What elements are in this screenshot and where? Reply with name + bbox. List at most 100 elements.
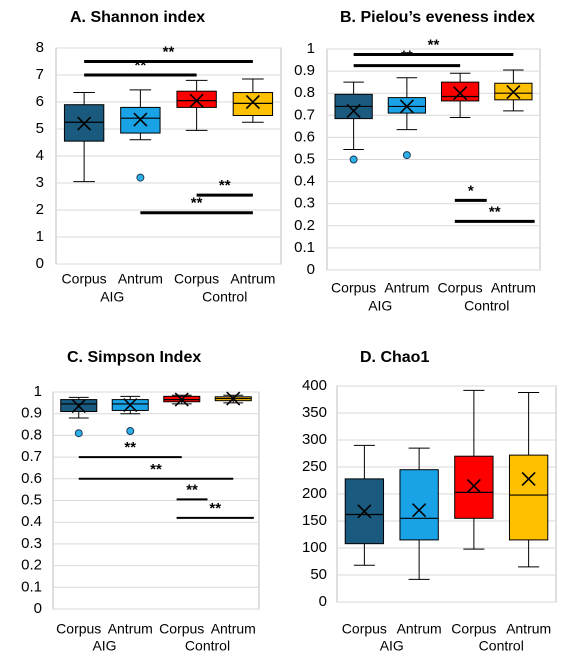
box-2 xyxy=(176,79,217,131)
y-tick-label: 0.7 xyxy=(294,106,315,123)
significance-bracket: ** xyxy=(176,481,208,501)
y-tick-label: 1 xyxy=(36,228,44,245)
box-0 xyxy=(63,92,105,183)
box-3 xyxy=(494,69,533,112)
x-group-label: AIG xyxy=(100,289,124,305)
y-tick-label: 0.4 xyxy=(294,173,315,190)
mean-marker xyxy=(123,397,138,413)
box-body xyxy=(399,469,439,541)
y-tick-label: 0.2 xyxy=(294,217,315,234)
y-tick-label: 0.9 xyxy=(294,62,315,79)
panel-title: D. Chao1 xyxy=(360,349,429,366)
significance-bracket: ** xyxy=(176,500,254,519)
x-group-label: AIG xyxy=(92,638,116,654)
mean-marker xyxy=(412,503,427,518)
y-tick-label: 2 xyxy=(36,201,44,218)
y-tick-label: 200 xyxy=(302,485,327,502)
significance-label: ** xyxy=(219,177,231,194)
significance-label: ** xyxy=(489,203,501,220)
box-3 xyxy=(214,391,252,406)
box-2 xyxy=(440,72,480,119)
x-group-label: Control xyxy=(202,289,247,305)
mean-marker xyxy=(346,103,361,118)
significance-bracket: ** xyxy=(353,36,514,57)
box-body xyxy=(454,455,494,519)
y-tick-label: 1 xyxy=(307,40,315,57)
y-tick-label: 0.8 xyxy=(21,426,42,443)
mean-marker xyxy=(226,391,241,406)
significance-bracket: ** xyxy=(196,177,253,197)
y-tick-label: 0.5 xyxy=(21,491,42,508)
box-0 xyxy=(60,396,98,438)
x-category-label: Corpus xyxy=(56,621,101,637)
x-category-label: Antrum xyxy=(211,621,256,637)
y-tick-label: 0 xyxy=(36,255,44,272)
chart-panel-a: 0 1 2 3 4 5 6 7 8 ** ** ** ** Corpus Antrum Corpus Antru… xyxy=(36,9,282,305)
y-tick-label: 0.7 xyxy=(21,448,42,465)
significance-label: ** xyxy=(186,481,198,498)
y-tick-label: 0.6 xyxy=(21,470,42,487)
outlier-point xyxy=(349,155,358,164)
x-category-label: Antrum xyxy=(506,621,551,637)
box-1 xyxy=(387,77,427,160)
mean-marker xyxy=(506,85,521,100)
significance-bracket: ** xyxy=(454,203,535,223)
x-category-label: Corpus xyxy=(342,621,387,637)
x-category-label: Antrum xyxy=(230,271,275,287)
x-group-label: AIG xyxy=(380,638,404,654)
x-category-label: Corpus xyxy=(438,280,483,296)
y-tick-label: 0.1 xyxy=(294,239,315,256)
significance-label: ** xyxy=(428,36,440,53)
significance-label: ** xyxy=(191,195,203,212)
significance-bracket: ** xyxy=(78,439,182,459)
mean-marker xyxy=(357,504,372,519)
y-tick-label: 4 xyxy=(36,147,44,164)
x-category-label: Antrum xyxy=(108,621,153,637)
outlier-point xyxy=(126,427,135,436)
y-tick-label: 8 xyxy=(36,39,44,56)
x-category-label: Corpus xyxy=(331,280,376,296)
panel-title: B. Pielou’s eveness index xyxy=(340,9,535,26)
panel-title: C. Simpson Index xyxy=(67,349,201,366)
mean-marker xyxy=(521,471,536,486)
x-group-label: Control xyxy=(464,298,509,314)
box-2 xyxy=(163,392,201,407)
box-3 xyxy=(508,391,549,568)
y-tick-label: 0 xyxy=(319,593,327,610)
x-category-label: Antrum xyxy=(491,280,536,296)
significance-bracket: ** xyxy=(353,48,461,68)
significance-bracket: ** xyxy=(84,57,197,77)
chart-panel-d: 0 50 100 150 200 250 300 350 400 Corpus Antrum Corp… xyxy=(302,349,557,654)
y-tick-label: 0 xyxy=(307,261,315,278)
box-2 xyxy=(454,389,494,550)
y-tick-label: 100 xyxy=(302,539,327,556)
box-1 xyxy=(399,447,439,580)
box-1 xyxy=(120,89,161,182)
y-tick-label: 300 xyxy=(302,431,327,448)
y-tick-label: 6 xyxy=(36,93,44,110)
box-3 xyxy=(232,78,274,123)
significance-label: * xyxy=(468,182,474,199)
mean-marker xyxy=(133,112,148,127)
box-body xyxy=(176,90,217,108)
x-category-label: Antrum xyxy=(384,280,429,296)
box-body xyxy=(440,81,480,102)
x-category-label: Antrum xyxy=(397,621,442,637)
panel-title: A. Shannon index xyxy=(70,9,205,26)
y-tick-label: 1 xyxy=(34,383,42,400)
y-tick-label: 0.3 xyxy=(21,535,42,552)
box-0 xyxy=(334,81,373,164)
mean-marker xyxy=(189,93,204,108)
mean-marker xyxy=(245,94,260,110)
mean-marker xyxy=(466,478,481,493)
significance-bracket: ** xyxy=(78,461,234,480)
significance-label: ** xyxy=(135,57,147,74)
box-0 xyxy=(344,444,385,566)
significance-label: ** xyxy=(401,48,413,65)
y-tick-label: 350 xyxy=(302,404,327,421)
y-tick-label: 400 xyxy=(302,377,327,394)
significance-label: ** xyxy=(150,461,162,478)
x-group-label: AIG xyxy=(368,298,392,314)
x-category-label: Corpus xyxy=(159,621,204,637)
